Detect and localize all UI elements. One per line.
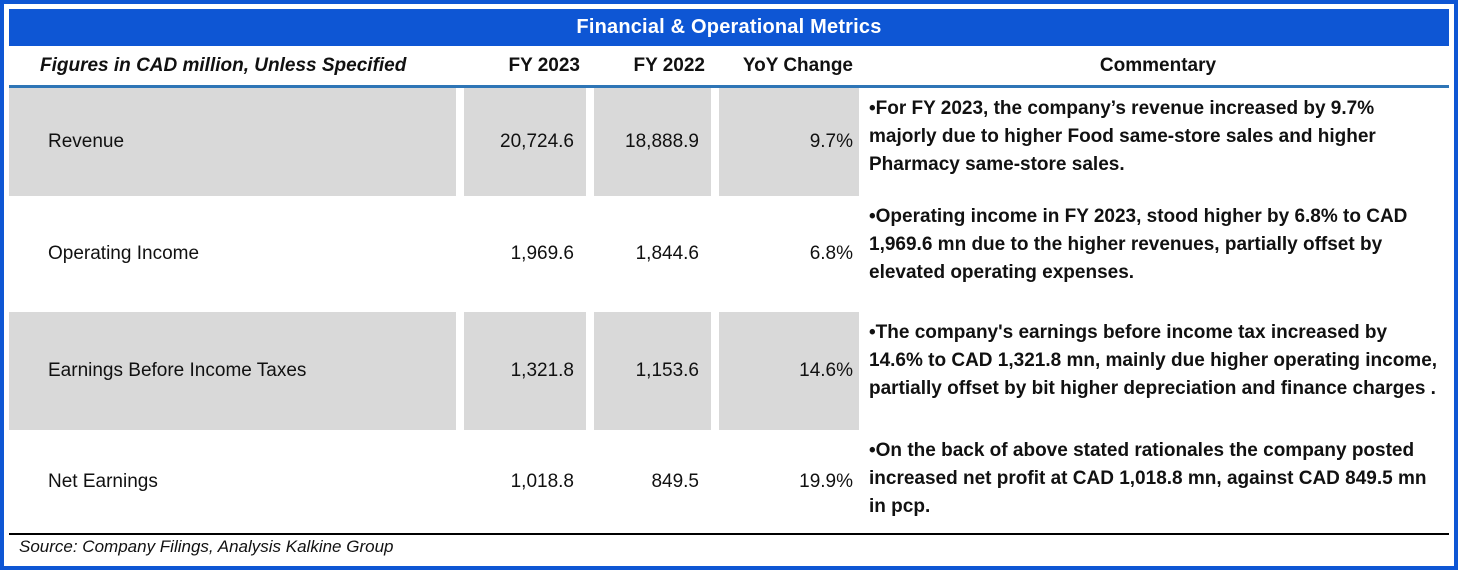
table-title: Financial & Operational Metrics: [576, 16, 882, 38]
column-header-fy2022: FY 2022: [633, 54, 705, 76]
column-header-yoy-change: YoY Change: [742, 54, 853, 76]
table-title-bar: Financial & Operational Metrics: [9, 9, 1449, 46]
fy2022-value: 18,888.9: [594, 88, 711, 196]
header-divider-rule: [9, 85, 1449, 88]
row-label: Operating Income: [48, 243, 200, 264]
table-row-operating-income: Operating Income 1,969.6 1,844.6 6.8% •O…: [9, 196, 1449, 312]
fy2023-value: 1,321.8: [464, 312, 586, 430]
table-header-row: Figures in CAD million, Unless Specified…: [9, 46, 1449, 85]
fy2022-value: 1,153.6: [594, 312, 711, 430]
table-row-revenue: Revenue 20,724.6 18,888.9 9.7% •For FY 2…: [9, 88, 1449, 196]
commentary-text: •For FY 2023, the company’s revenue incr…: [869, 98, 1376, 175]
source-divider-rule: [9, 533, 1449, 535]
commentary-text: •Operating income in FY 2023, stood high…: [869, 206, 1408, 283]
source-row: Source: Company Filings, Analysis Kalkin…: [9, 535, 1449, 559]
fy2022-value: 1,844.6: [635, 243, 699, 264]
yoy-value: 9.7%: [719, 88, 859, 196]
fy2023-value: 1,969.6: [510, 243, 574, 264]
column-header-metric: Figures in CAD million, Unless Specified: [40, 54, 407, 76]
table-row-net-earnings: Net Earnings 1,018.8 849.5 19.9% •On the…: [9, 430, 1449, 533]
row-label: Revenue: [9, 88, 456, 196]
table-row-earnings-before-income-taxes: Earnings Before Income Taxes 1,321.8 1,1…: [9, 312, 1449, 430]
yoy-value: 14.6%: [719, 312, 859, 430]
row-label: Earnings Before Income Taxes: [9, 312, 456, 430]
source-note: Source: Company Filings, Analysis Kalkin…: [19, 537, 394, 556]
row-label: Net Earnings: [48, 470, 158, 492]
yoy-value: 6.8%: [809, 243, 853, 264]
column-header-fy2023: FY 2023: [508, 54, 580, 76]
column-header-commentary: Commentary: [1099, 54, 1217, 76]
fy2023-value: 20,724.6: [464, 88, 586, 196]
commentary-text: •On the back of above stated rationales …: [869, 440, 1427, 517]
commentary-text: •The company's earnings before income ta…: [869, 322, 1438, 399]
yoy-value: 19.9%: [799, 470, 853, 492]
fy2022-value: 849.5: [651, 470, 699, 492]
fy2023-value: 1,018.8: [510, 470, 574, 492]
